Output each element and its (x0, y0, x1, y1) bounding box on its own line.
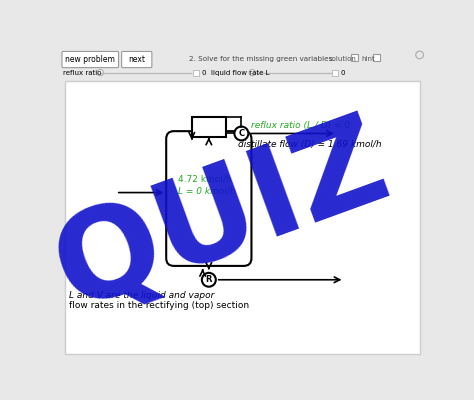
Text: 0: 0 (201, 70, 206, 76)
Circle shape (202, 273, 216, 287)
Text: reflux ratio: reflux ratio (63, 70, 101, 76)
FancyBboxPatch shape (373, 54, 380, 61)
Circle shape (249, 70, 255, 76)
FancyBboxPatch shape (122, 52, 152, 68)
Text: R: R (206, 275, 212, 284)
Bar (332, 70, 338, 76)
FancyBboxPatch shape (351, 54, 358, 61)
Text: next: next (128, 56, 145, 64)
Text: new problem: new problem (65, 56, 115, 64)
Text: QUIZ: QUIZ (39, 102, 405, 333)
Bar (192, 70, 199, 76)
Text: liquid flow rate L: liquid flow rate L (211, 70, 270, 76)
Circle shape (416, 51, 423, 59)
Text: 0: 0 (341, 70, 345, 76)
Text: reflux ratio (L / D) = 0: reflux ratio (L / D) = 0 (251, 121, 350, 130)
Text: L and V are the liquid and vapor: L and V are the liquid and vapor (69, 291, 214, 300)
FancyBboxPatch shape (62, 52, 118, 68)
Text: flow rates in the rectifying (top) section: flow rates in the rectifying (top) secti… (69, 300, 249, 310)
Text: 2. Solve for the missing green variables.: 2. Solve for the missing green variables… (190, 56, 335, 62)
Bar (65, 81, 420, 354)
Text: solution: solution (329, 56, 357, 62)
FancyBboxPatch shape (166, 131, 251, 266)
Bar (192, 117, 226, 137)
Text: 4.72 kmol/h: 4.72 kmol/h (178, 174, 231, 183)
Circle shape (97, 70, 103, 76)
Text: distillate flow (D) = 1.69 kmol/h: distillate flow (D) = 1.69 kmol/h (237, 140, 381, 149)
Text: hint: hint (362, 56, 375, 62)
Text: C: C (238, 129, 245, 138)
Circle shape (235, 126, 248, 140)
Text: L = 0 kmol/h: L = 0 kmol/h (178, 187, 236, 196)
